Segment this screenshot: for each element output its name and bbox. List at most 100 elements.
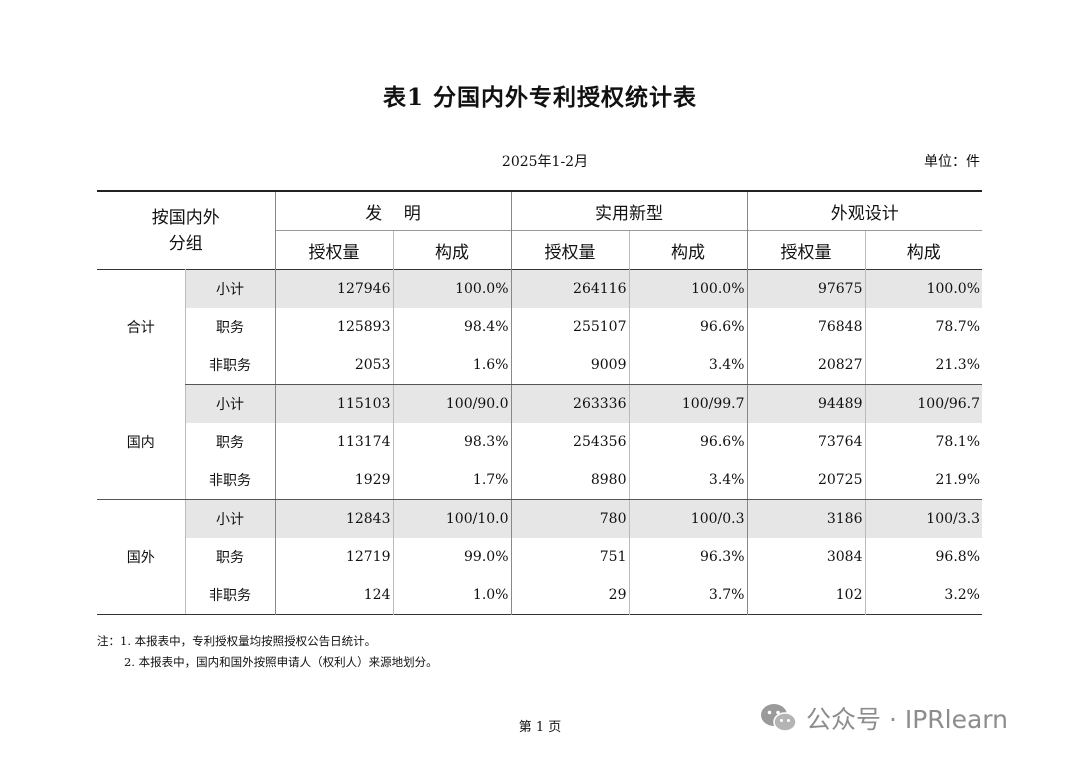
value-cell: 96.3% — [628, 538, 747, 576]
category-label: 非职务 — [184, 576, 275, 615]
table-row: 职务 113174 98.3% 254356 96.6% 73764 78.1% — [97, 423, 982, 461]
group-label: 国外 — [97, 499, 185, 615]
value-cell: 100/90.0 — [392, 384, 511, 423]
value-cell: 78.1% — [864, 423, 982, 461]
report-period: 2025年1-2月 — [501, 154, 589, 170]
table-row: 合计 小计 127946 100.0% 264116 100.0% 97675 … — [97, 269, 982, 336]
value-cell: 3.4% — [628, 346, 747, 385]
value-cell: 100.0% — [628, 269, 747, 308]
value-cell: 73764 — [746, 423, 865, 461]
subcol-header: 授权量 — [274, 230, 393, 270]
value-cell: 100/10.0 — [392, 499, 511, 538]
value-cell: 751 — [510, 538, 629, 576]
value-cell: 29 — [510, 576, 629, 615]
table-row: 国外 小计 12843 100/10.0 780 100/0.3 3186 10… — [97, 499, 982, 615]
value-cell: 3.4% — [628, 461, 747, 500]
table-row: 非职务 1929 1.7% 8980 3.4% 20725 21.9% — [97, 461, 982, 500]
value-cell: 1929 — [274, 461, 393, 500]
value-cell: 12843 — [274, 499, 393, 538]
value-cell: 12719 — [274, 538, 393, 576]
value-cell: 100/3.3 — [864, 499, 982, 538]
value-cell: 20827 — [746, 346, 865, 385]
table-row: 非职务 2053 1.6% 9009 3.4% 20827 21.3% — [97, 346, 982, 385]
table-row: 非职务 124 1.0% 29 3.7% 102 3.2% — [97, 576, 982, 615]
group-header-invention: 发 明 — [274, 191, 511, 231]
value-cell: 96.6% — [628, 423, 747, 461]
table-row: 职务 12719 99.0% 751 96.3% 3084 96.8% — [97, 538, 982, 576]
value-cell: 264116 — [510, 269, 629, 308]
value-cell: 96.6% — [628, 308, 747, 346]
group-label: 国内 — [97, 384, 185, 500]
subcol-header: 授权量 — [746, 230, 865, 270]
row-header-line-1: 按国内外 — [151, 207, 220, 228]
value-cell: 255107 — [510, 308, 629, 346]
value-cell: 1.0% — [392, 576, 511, 615]
value-cell: 100/0.3 — [628, 499, 747, 538]
value-cell: 115103 — [274, 384, 393, 423]
value-cell: 21.9% — [864, 461, 982, 500]
note-line-1: 注：1. 本报表中，专利授权量均按照授权公告日统计。 — [97, 634, 377, 648]
category-label: 非职务 — [184, 346, 275, 385]
unit-label: 单位：件 — [924, 154, 980, 170]
subcol-header: 构成 — [864, 230, 982, 270]
value-cell: 99.0% — [392, 538, 511, 576]
category-label: 职务 — [184, 538, 275, 576]
value-cell: 2053 — [274, 346, 393, 385]
value-cell: 100/96.7 — [864, 384, 982, 423]
value-cell: 98.3% — [392, 423, 511, 461]
watermark: 公众号 · IPRlearn — [758, 700, 1008, 736]
value-cell: 127946 — [274, 269, 393, 308]
group-label: 合计 — [126, 320, 155, 337]
value-cell: 125893 — [274, 308, 393, 346]
value-cell: 263336 — [510, 384, 629, 423]
group-header-utility-model: 实用新型 — [510, 191, 747, 231]
category-label: 职务 — [184, 308, 275, 346]
table-row: 国内 小计 115103 100/90.0 263336 100/99.7 94… — [97, 384, 982, 500]
value-cell: 78.7% — [864, 308, 982, 346]
watermark-text: 公众号 · IPRlearn — [806, 705, 1008, 734]
value-cell: 98.4% — [392, 308, 511, 346]
value-cell: 100.0% — [392, 269, 511, 308]
value-cell: 21.3% — [864, 346, 982, 385]
value-cell: 20725 — [746, 461, 865, 500]
table-row: 职务 125893 98.4% 255107 96.6% 76848 78.7% — [97, 308, 982, 346]
wechat-logo-icon — [761, 704, 797, 732]
value-cell: 3.7% — [628, 576, 747, 615]
table-notes: 注：1. 本报表中，专利授权量均按照授权公告日统计。 2. 本报表中，国内和国外… — [97, 631, 438, 673]
subcol-header: 授权量 — [510, 230, 629, 270]
category-label: 非职务 — [184, 461, 275, 500]
category-label: 职务 — [184, 423, 275, 461]
value-cell: 9009 — [510, 346, 629, 385]
value-cell: 3084 — [746, 538, 865, 576]
value-cell: 76848 — [746, 308, 865, 346]
value-cell: 113174 — [274, 423, 393, 461]
group-header-design: 外观设计 — [746, 191, 982, 231]
value-cell: 100.0% — [864, 269, 982, 308]
value-cell: 100/99.7 — [628, 384, 747, 423]
value-cell: 254356 — [510, 423, 629, 461]
note-line-2: 2. 本报表中，国内和国外按照申请人（权利人）来源地划分。 — [124, 655, 438, 669]
value-cell: 97675 — [746, 269, 865, 308]
table-body: 合计 小计 127946 100.0% 264116 100.0% 97675 … — [97, 269, 982, 615]
value-cell: 3186 — [746, 499, 865, 538]
patent-stats-table: 按国内外 分组 发 明 实用新型 外观设计 授权量 构成 授权量 构成 授权量 … — [97, 190, 982, 615]
table-title: 表1 分国内外专利授权统计表 — [382, 84, 697, 111]
category-label: 小计 — [184, 499, 275, 538]
value-cell: 3.2% — [864, 576, 982, 615]
value-cell: 124 — [274, 576, 393, 615]
page-number: 第 1 页 — [518, 720, 562, 735]
value-cell: 1.7% — [392, 461, 511, 500]
row-header-line-2: 分组 — [168, 233, 203, 254]
value-cell: 94489 — [746, 384, 865, 423]
table-header: 按国内外 分组 发 明 实用新型 外观设计 授权量 构成 授权量 构成 授权量 … — [97, 191, 982, 270]
value-cell: 1.6% — [392, 346, 511, 385]
value-cell: 102 — [746, 576, 865, 615]
subcol-header: 构成 — [392, 230, 511, 270]
value-cell: 8980 — [510, 461, 629, 500]
category-label: 小计 — [184, 384, 275, 423]
value-cell: 96.8% — [864, 538, 982, 576]
row-header-cell: 按国内外 分组 — [97, 191, 275, 270]
category-label: 小计 — [184, 269, 275, 308]
subcol-header: 构成 — [628, 230, 747, 270]
